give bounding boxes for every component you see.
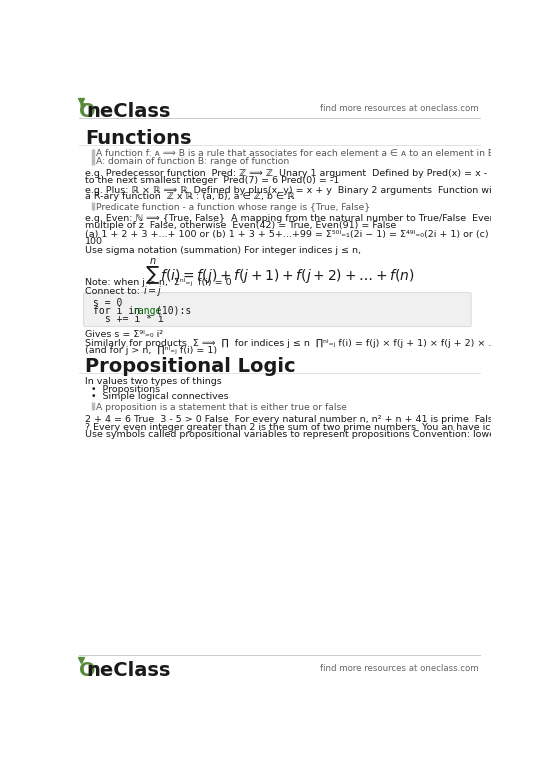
Text: A proposition is a statement that is either true or false: A proposition is a statement that is eit…	[96, 403, 347, 412]
Text: ●: ●	[80, 102, 86, 108]
Text: 100: 100	[85, 237, 103, 246]
Text: Propositional Logic: Propositional Logic	[85, 357, 296, 377]
Text: s += i * i: s += i * i	[105, 314, 164, 324]
Text: •  Propositions: • Propositions	[92, 385, 160, 394]
Text: s = 0: s = 0	[93, 298, 122, 308]
Text: O: O	[79, 661, 95, 680]
Text: Functions: Functions	[85, 129, 192, 149]
Text: Connect to:: Connect to:	[85, 287, 140, 296]
Text: $\sum_{i=j}^{n} f(i) = f(j) + f(j+1) + f(j+2)+\ldots+f(n)$: $\sum_{i=j}^{n} f(i) = f(j) + f(j+1) + f…	[143, 257, 415, 300]
Text: find more resources at oneclass.com: find more resources at oneclass.com	[320, 104, 479, 113]
Text: e.g. Plus: ℝ × ℝ ⟹ ℝ  Defined by plus(x, y) = x + y  Binary 2 arguments  Functio: e.g. Plus: ℝ × ℝ ⟹ ℝ Defined by plus(x, …	[85, 186, 545, 195]
Text: Note: when j > n,  Σⁿᴵ₌ⱼ  f(i) = 0: Note: when j > n, Σⁿᴵ₌ⱼ f(i) = 0	[85, 278, 232, 287]
Text: for i in: for i in	[93, 306, 146, 316]
Text: e.g. Even: ℕ ⟹ {True, False}  A mapping from the natural number to True/False  E: e.g. Even: ℕ ⟹ {True, False} A mapping f…	[85, 214, 545, 223]
FancyBboxPatch shape	[83, 293, 471, 326]
Text: (a) 1 + 2 + 3 +...+ 100 or (b) 1 + 3 + 5+...+99 = Σ⁵⁰ᴵ₌₁(2i − 1) = Σ⁴⁹ᴵ₌₀(2i + 1: (a) 1 + 2 + 3 +...+ 100 or (b) 1 + 3 + 5…	[85, 230, 545, 239]
Text: e.g. Predecessor function  Pred: ℤ ⟹ ℤ  Unary 1 argument  Defined by Pred(x) = x: e.g. Predecessor function Pred: ℤ ⟹ ℤ Un…	[85, 169, 545, 179]
Text: neClass: neClass	[86, 102, 171, 121]
Text: O: O	[79, 102, 95, 121]
Text: (10):s: (10):s	[156, 306, 192, 316]
Text: a R-ary function  ℤ x ℝ : (a, b), a ∈ ℤ, b ∈ ℝ: a R-ary function ℤ x ℝ : (a, b), a ∈ ℤ, …	[85, 192, 295, 202]
Text: A: domain of function B: range of function: A: domain of function B: range of functi…	[96, 157, 289, 166]
Text: Gives s = Σ⁹ᴵ₌₀ i²: Gives s = Σ⁹ᴵ₌₀ i²	[85, 330, 164, 339]
Text: range: range	[132, 306, 162, 316]
Text: neClass: neClass	[86, 661, 171, 680]
Text: A function f: ᴀ ⟹ B is a rule that associates for each element a ∈ ᴀ to an eleme: A function f: ᴀ ⟹ B is a rule that assoc…	[96, 149, 494, 159]
Text: to the next smallest integer  Pred(7) = 6 Pred(0) = -1: to the next smallest integer Pred(7) = 6…	[85, 176, 340, 186]
Text: (and for j > n,  ∏ⁿᴵ₌ⱼ f(i) = 1): (and for j > n, ∏ⁿᴵ₌ⱼ f(i) = 1)	[85, 346, 217, 355]
Text: •  Simple logical connectives: • Simple logical connectives	[92, 392, 229, 401]
Text: Predicate function - a function whose range is {True, False}: Predicate function - a function whose ra…	[96, 203, 370, 212]
Text: Similarly for products  Σ ⟹  ∏  for indices j ≤ n  ∏ⁿᴵ₌ⱼ f(i) = f(j) × f(j + 1) : Similarly for products Σ ⟹ ∏ for indices…	[85, 339, 529, 348]
Text: ? Every even integer greater than 2 is the sum of two prime numbers  You an have: ? Every even integer greater than 2 is t…	[85, 423, 530, 432]
Text: Use sigma notation (summation) For integer indices j ≤ n,: Use sigma notation (summation) For integ…	[85, 246, 361, 256]
Text: 2 + 4 = 6 True  3 - 5 > 0 False  For every natural number n, n² + n + 41 is prim: 2 + 4 = 6 True 3 - 5 > 0 False For every…	[85, 415, 499, 424]
Text: In values two types of things: In values two types of things	[85, 377, 222, 387]
Text: Use symbols called propositional variables to represent propositions Convention:: Use symbols called propositional variabl…	[85, 430, 545, 440]
Text: find more resources at oneclass.com: find more resources at oneclass.com	[320, 664, 479, 673]
Text: multiple of z  False, otherwise  Even(42) = True, Even(91) = False: multiple of z False, otherwise Even(42) …	[85, 221, 396, 230]
